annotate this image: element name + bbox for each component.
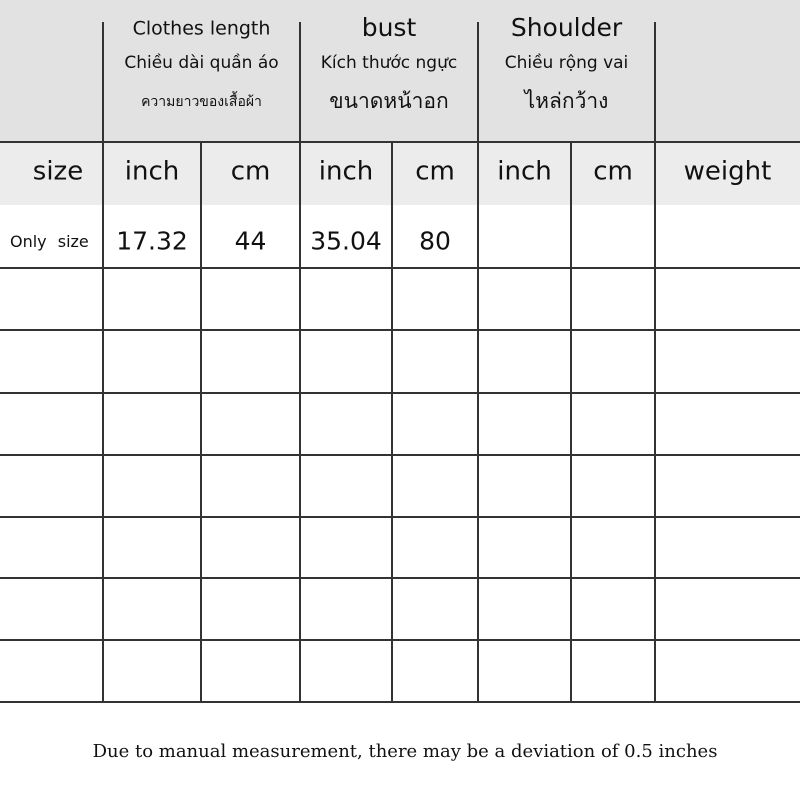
value-cell: 35.04	[310, 227, 382, 256]
group-title-th: ไหล่กว้าง	[523, 89, 609, 113]
column-header: cm	[593, 157, 633, 187]
size-cell: Only size	[10, 232, 89, 251]
group-title: Shoulder	[511, 13, 623, 42]
value-cell: 17.32	[116, 227, 188, 256]
group-title-vi: Chiều rộng vai	[505, 52, 629, 73]
header-band	[0, 0, 800, 142]
column-header: inch	[319, 157, 373, 187]
value-cell: 44	[235, 227, 267, 256]
group-title: Clothes length	[133, 18, 271, 40]
column-header: weight	[684, 157, 772, 187]
group-title-th: ขนาดหน้าอก	[329, 89, 448, 113]
column-header: size	[33, 157, 83, 187]
group-title-vi: Chiều dài quần áo	[124, 52, 278, 73]
column-header: inch	[125, 157, 179, 187]
group-title-th: ความยาวของเสื้อผ้า	[141, 91, 262, 110]
group-title-vi: Kích thước ngực	[321, 53, 457, 73]
group-title: bust	[362, 13, 417, 42]
value-cell: 80	[419, 227, 451, 256]
footer-note: Due to manual measurement, there may be …	[93, 741, 718, 762]
column-header: inch	[497, 157, 551, 187]
column-band	[0, 142, 800, 205]
column-header: cm	[415, 157, 455, 187]
column-header: cm	[231, 157, 271, 187]
